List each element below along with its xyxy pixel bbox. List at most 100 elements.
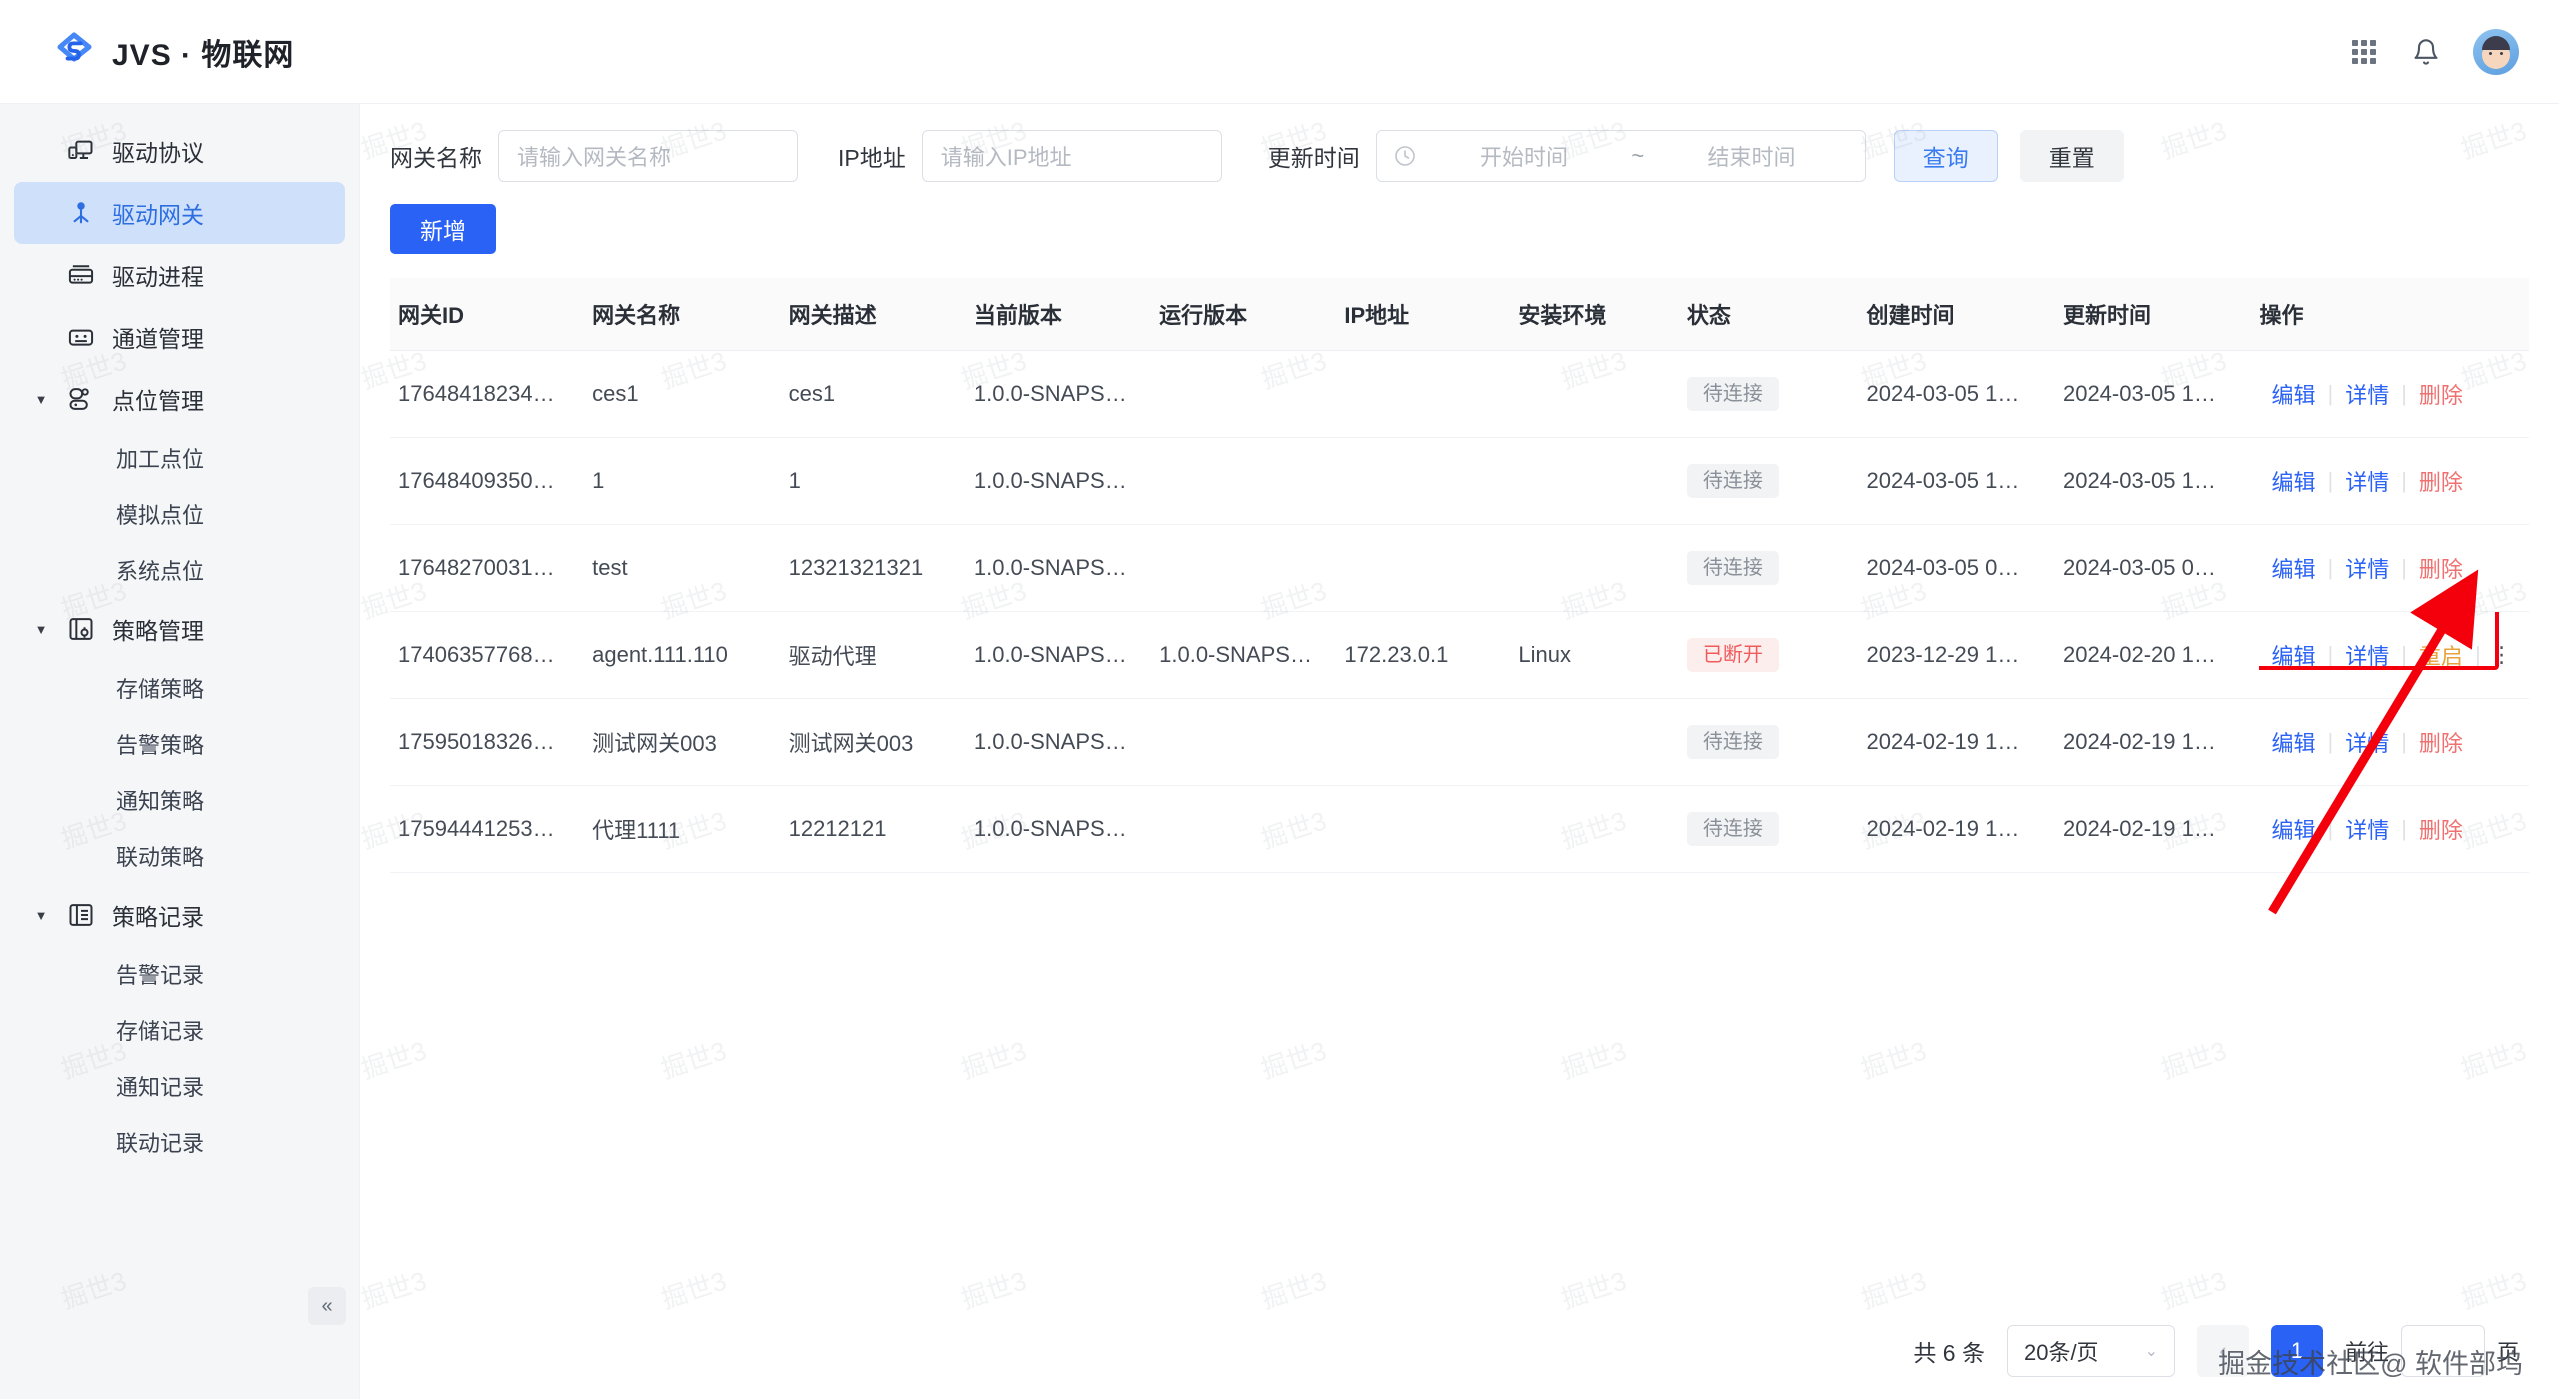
sidebar-subitem-16[interactable]: 通知记录	[14, 1058, 345, 1114]
operation-delete-button[interactable]: 删除	[2418, 470, 2463, 495]
query-button[interactable]: 查询	[1893, 130, 1998, 182]
operation-edit-button[interactable]: 编辑	[2271, 470, 2316, 495]
sidebar-subitem-9[interactable]: 存储策略	[14, 660, 345, 716]
sidebar-item-label: 通道管理	[112, 326, 204, 352]
ip-address-cell: 172.23.0.1	[1344, 611, 1519, 699]
operations-cell: 编辑 | 详情 | 删除	[2259, 524, 2529, 612]
range-separator: ~	[1631, 143, 1645, 168]
sidebar-item-4[interactable]: ▼ 点位管理	[14, 368, 345, 430]
operation-delete-button[interactable]: 删除	[2418, 383, 2463, 408]
current-version-cell: 1.0.0-SNAPS…	[973, 698, 1160, 786]
install-env-cell: Linux	[1518, 611, 1687, 699]
sidebar-subitem-11[interactable]: 通知策略	[14, 772, 345, 828]
status-badge: 待连接	[1686, 812, 1779, 846]
status-badge: 已断开	[1686, 638, 1779, 672]
sidebar-subitem-label: 存储策略	[116, 677, 205, 702]
sidebar-subitem-label: 系统点位	[116, 559, 205, 584]
ip-address-cell	[1344, 437, 1519, 525]
gateway-desc-cell: 12321321321	[788, 524, 974, 612]
sidebar-subitem-15[interactable]: 存储记录	[14, 1002, 345, 1058]
created-time-cell: 2024-03-05 1…	[1866, 350, 2063, 438]
page-size-select[interactable]: 20条/页 ⌄	[2006, 1325, 2175, 1377]
status-cell: 待连接	[1686, 698, 1867, 786]
operation-detail-button[interactable]: 详情	[2345, 470, 2390, 495]
operation-detail-button[interactable]: 详情	[2345, 731, 2390, 756]
sidebar-collapse-button[interactable]: «	[308, 1287, 346, 1325]
page-jump-input[interactable]	[2400, 1325, 2485, 1377]
operation-detail-button[interactable]: 详情	[2345, 644, 2390, 669]
sidebar-item-13[interactable]: ▼ 策略记录	[14, 884, 345, 946]
operations-group: 编辑 | 详情 | 重启 | ⋮	[2259, 639, 2529, 671]
brand-title: JVS · 物联网	[112, 38, 295, 72]
operation-detail-button[interactable]: 详情	[2345, 557, 2390, 582]
add-gateway-button[interactable]: 新增	[390, 204, 496, 254]
gateway-name-cell: test	[592, 524, 789, 612]
sidebar-subitem-6[interactable]: 模拟点位	[14, 486, 345, 542]
brand[interactable]: JVS · 物联网	[53, 30, 294, 74]
sidebar-subitem-5[interactable]: 加工点位	[14, 430, 345, 486]
operation-edit-button[interactable]: 编辑	[2271, 731, 2316, 756]
ip-address-cell	[1344, 350, 1519, 438]
sidebar-subitem-label: 存储记录	[116, 1019, 205, 1044]
status-badge: 待连接	[1686, 725, 1779, 759]
prev-page-button[interactable]: ‹	[2196, 1325, 2249, 1377]
sidebar-subitem-label: 联动策略	[116, 845, 205, 870]
ip-address-input[interactable]: 请输入IP地址	[921, 130, 1222, 182]
sidebar-item-0[interactable]: ▼驱动协议	[14, 120, 345, 182]
start-time-input[interactable]: 开始时间	[1480, 145, 1569, 170]
sidebar-subitem-12[interactable]: 联动策略	[14, 828, 345, 884]
sidebar-item-8[interactable]: ▼ 策略管理	[14, 598, 345, 660]
table-column-header-4: 运行版本	[1159, 278, 1345, 351]
sidebar-subitem-7[interactable]: 系统点位	[14, 542, 345, 598]
monitor-protocol-icon	[66, 136, 96, 166]
sidebar-item-1[interactable]: ▼驱动网关	[14, 182, 345, 244]
point-manage-icon	[66, 384, 96, 414]
operation-edit-button[interactable]: 编辑	[2271, 818, 2316, 843]
gateway-name-input[interactable]: 请输入网关名称	[498, 130, 798, 182]
top-header-bar: JVS · 物联网	[0, 0, 2559, 104]
sidebar-item-label: 策略管理	[112, 618, 204, 644]
operation-restart-button[interactable]: 重启	[2418, 644, 2463, 669]
operation-delete-button[interactable]: 删除	[2418, 731, 2463, 756]
table-row: 17648418234… ces1 ces1 1.0.0-SNAPS… 待连接 2024-…	[390, 350, 2529, 438]
gateway-id-cell: 17595018326…	[390, 698, 593, 786]
end-time-input[interactable]: 结束时间	[1707, 145, 1796, 170]
page-number-1[interactable]: 1	[2270, 1325, 2323, 1377]
gateway-desc-cell: 驱动代理	[788, 611, 974, 699]
sidebar-item-3[interactable]: ▼通道管理	[14, 306, 345, 368]
operation-detail-button[interactable]: 详情	[2345, 818, 2390, 843]
grid-apps-icon[interactable]	[2349, 37, 2379, 67]
sidebar-subitem-10[interactable]: 告警策略	[14, 716, 345, 772]
operation-edit-button[interactable]: 编辑	[2271, 557, 2316, 582]
runtime-version-cell	[1159, 524, 1345, 612]
operation-detail-button[interactable]: 详情	[2345, 383, 2390, 408]
ip-address-cell	[1344, 785, 1519, 873]
created-time-cell: 2024-02-19 1…	[1866, 698, 2063, 786]
sidebar-subitem-17[interactable]: 联动记录	[14, 1114, 345, 1170]
table-column-header-7: 状态	[1686, 278, 1867, 351]
gateway-name-cell: 代理1111	[592, 785, 789, 873]
reset-button[interactable]: 重置	[2019, 130, 2124, 182]
more-actions-icon[interactable]: ⋮	[2490, 642, 2513, 667]
gateway-name-cell: 1	[592, 437, 789, 525]
ip-address-cell	[1344, 698, 1519, 786]
created-time-cell: 2024-03-05 1…	[1866, 437, 2063, 525]
operation-edit-button[interactable]: 编辑	[2271, 383, 2316, 408]
operation-edit-button[interactable]: 编辑	[2271, 644, 2316, 669]
channel-device-icon	[66, 322, 96, 352]
chevron-down-icon[interactable]: ▼	[34, 907, 48, 923]
update-time-range-picker[interactable]: 开始时间 ~ 结束时间	[1375, 130, 1866, 182]
chevron-down-icon[interactable]: ▼	[34, 391, 48, 407]
bell-notification-icon[interactable]	[2411, 37, 2441, 67]
sidebar-item-2[interactable]: ▼驱动进程	[14, 244, 345, 306]
header-actions	[2349, 28, 2519, 75]
sidebar-subitem-14[interactable]: 告警记录	[14, 946, 345, 1002]
operation-delete-button[interactable]: 删除	[2418, 557, 2463, 582]
operation-separator: |	[2327, 468, 2334, 493]
table-column-header-5: IP地址	[1344, 278, 1519, 351]
table-column-header-8: 创建时间	[1866, 278, 2063, 351]
process-server-icon	[66, 260, 96, 290]
operation-delete-button[interactable]: 删除	[2418, 818, 2463, 843]
chevron-down-icon[interactable]: ▼	[34, 621, 48, 637]
user-avatar[interactable]	[2473, 28, 2519, 75]
